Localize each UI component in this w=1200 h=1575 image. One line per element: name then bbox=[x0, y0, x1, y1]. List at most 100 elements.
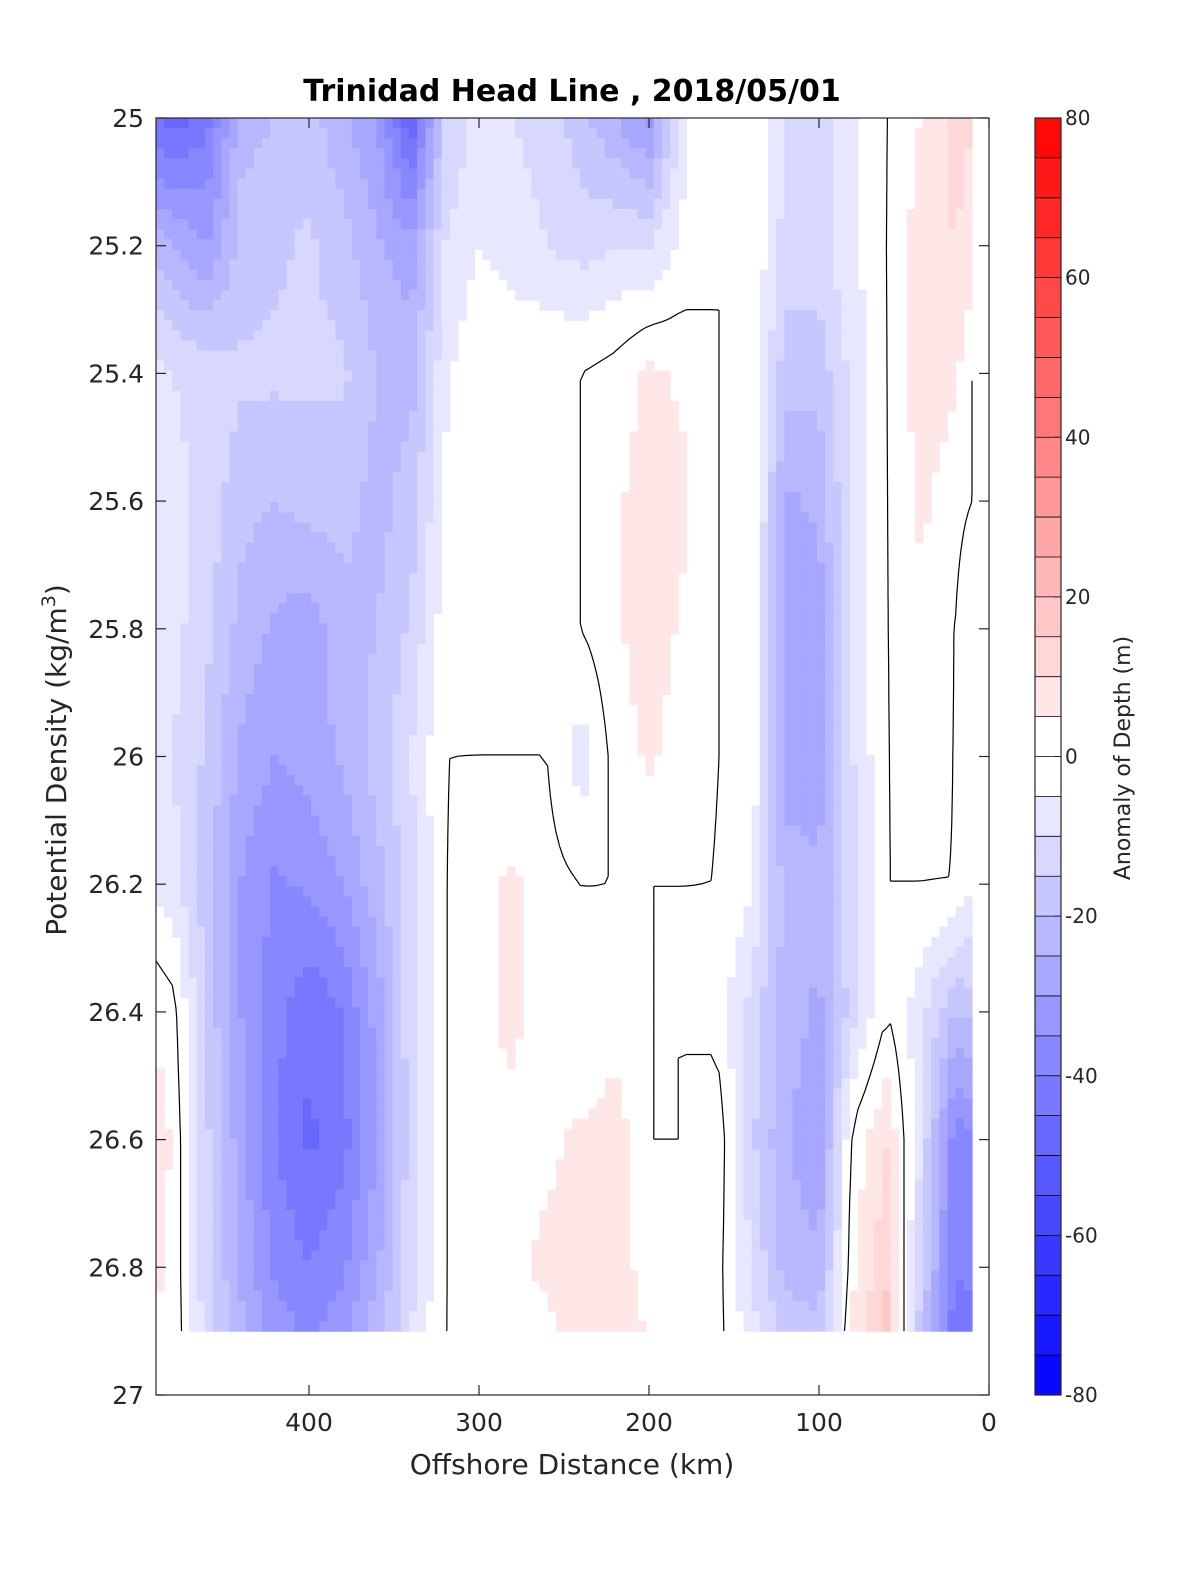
field-cell bbox=[906, 219, 916, 230]
field-cell bbox=[768, 815, 777, 827]
field-cell bbox=[270, 128, 279, 139]
field-cell bbox=[278, 583, 288, 594]
field-cell bbox=[645, 734, 655, 746]
field-cell bbox=[939, 208, 949, 220]
field-cell bbox=[213, 856, 222, 867]
field-cell bbox=[939, 411, 949, 422]
field-cell bbox=[319, 795, 328, 807]
field-cell bbox=[849, 886, 859, 898]
field-cell bbox=[947, 269, 957, 281]
field-cell bbox=[245, 229, 255, 240]
field-cell bbox=[196, 825, 206, 837]
field-cell bbox=[670, 613, 679, 625]
field-cell bbox=[857, 401, 867, 412]
field-cell bbox=[768, 128, 777, 139]
field-cell bbox=[188, 633, 198, 645]
field-cell bbox=[327, 866, 337, 877]
field-cell bbox=[914, 188, 924, 200]
field-cell bbox=[368, 259, 377, 271]
field-cell bbox=[939, 269, 949, 281]
field-cell bbox=[327, 269, 337, 281]
field-cell bbox=[417, 208, 426, 220]
field-cell bbox=[400, 886, 410, 898]
field-cell bbox=[857, 785, 867, 796]
field-cell bbox=[400, 380, 410, 392]
field-cell bbox=[955, 936, 965, 948]
field-cell bbox=[213, 866, 222, 877]
field-cell bbox=[939, 158, 949, 170]
field-cell bbox=[270, 178, 279, 190]
field-cell bbox=[400, 906, 410, 918]
field-cell bbox=[262, 653, 271, 665]
field-cell bbox=[768, 138, 777, 149]
field-cell bbox=[816, 876, 826, 887]
field-cell bbox=[408, 583, 418, 594]
field-cell bbox=[262, 320, 271, 331]
field-cell bbox=[156, 572, 165, 584]
field-cell bbox=[327, 138, 337, 149]
field-cell bbox=[204, 886, 214, 898]
field-cell bbox=[196, 198, 206, 210]
field-cell bbox=[335, 674, 345, 685]
field-cell bbox=[164, 603, 173, 614]
field-cell bbox=[408, 461, 418, 473]
field-cell bbox=[237, 441, 247, 453]
field-cell bbox=[253, 178, 263, 190]
field-cell bbox=[376, 653, 386, 665]
field-cell bbox=[637, 118, 647, 129]
field-cell bbox=[482, 239, 492, 251]
field-cell bbox=[580, 279, 590, 291]
field-cell bbox=[221, 724, 231, 736]
field-cell bbox=[759, 279, 769, 291]
field-cell bbox=[253, 148, 263, 160]
field-cell bbox=[360, 401, 369, 412]
field-cell bbox=[678, 562, 687, 574]
field-cell bbox=[661, 663, 671, 675]
field-cell bbox=[392, 572, 402, 584]
field-cell bbox=[286, 340, 296, 352]
field-cell bbox=[792, 229, 802, 240]
field-cell bbox=[278, 532, 288, 544]
field-cell bbox=[311, 572, 320, 584]
field-cell bbox=[237, 118, 247, 129]
field-cell bbox=[343, 128, 353, 139]
field-cell bbox=[580, 744, 590, 756]
field-cell bbox=[939, 401, 949, 412]
field-cell bbox=[678, 492, 687, 503]
field-cell bbox=[588, 128, 598, 139]
field-cell bbox=[196, 876, 206, 887]
field-cell bbox=[237, 916, 247, 928]
field-cell bbox=[776, 532, 785, 544]
field-cell bbox=[474, 198, 483, 210]
field-cell bbox=[368, 623, 377, 635]
field-cell bbox=[531, 128, 541, 139]
field-cell bbox=[612, 168, 622, 180]
field-cell bbox=[180, 522, 190, 534]
field-cell bbox=[368, 492, 377, 503]
field-cell bbox=[376, 148, 386, 160]
field-cell bbox=[245, 340, 255, 352]
field-cell bbox=[849, 633, 859, 645]
field-cell bbox=[784, 916, 794, 928]
field-cell bbox=[245, 876, 255, 887]
field-cell bbox=[262, 886, 271, 898]
field-cell bbox=[180, 441, 190, 453]
field-cell bbox=[800, 532, 810, 544]
field-cell bbox=[368, 653, 377, 665]
field-cell bbox=[384, 936, 394, 948]
field-cell bbox=[645, 593, 655, 604]
field-cell bbox=[808, 795, 818, 807]
field-cell bbox=[425, 684, 435, 695]
field-cell bbox=[188, 259, 198, 271]
field-cell bbox=[327, 724, 337, 736]
field-cell bbox=[343, 350, 353, 362]
field-cell bbox=[213, 118, 222, 129]
field-cell bbox=[302, 138, 312, 149]
field-cell bbox=[360, 198, 369, 210]
field-cell bbox=[221, 674, 231, 685]
field-cell bbox=[164, 441, 173, 453]
field-cell bbox=[294, 411, 304, 422]
field-cell bbox=[245, 714, 255, 726]
field-cell bbox=[768, 289, 777, 301]
field-cell bbox=[237, 714, 247, 726]
